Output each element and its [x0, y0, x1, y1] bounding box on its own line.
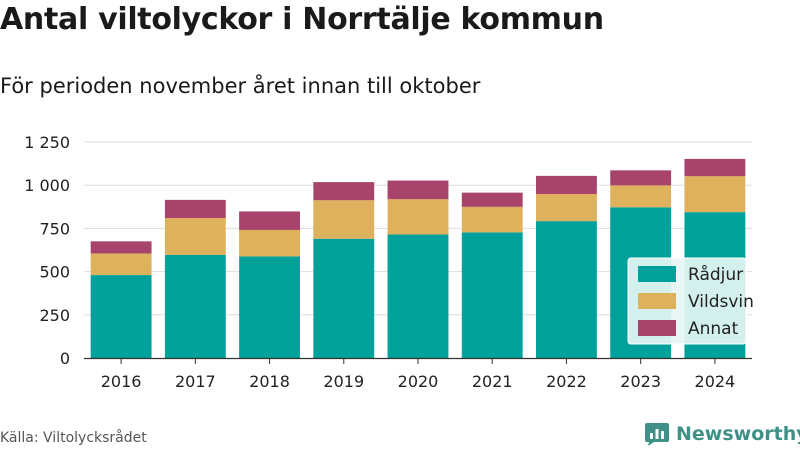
y-tick-label: 1 000 — [24, 176, 70, 195]
bar-annat-2023 — [610, 170, 672, 186]
x-tick-label: 2024 — [695, 372, 736, 391]
bar-rådjur-2020 — [387, 234, 449, 358]
bar-vildsvin-2018 — [239, 229, 300, 257]
x-axis: 2016 2017 2018 2019 2020 2021 2022 2023 2024 — [84, 357, 752, 391]
x-tick-label: 2016 — [101, 372, 142, 391]
bar-vildsvin-2019 — [313, 200, 375, 239]
bar-vildsvin-2020 — [387, 199, 449, 235]
bar-vildsvin-2023 — [610, 185, 672, 208]
x-tick-label: 2022 — [546, 372, 587, 391]
y-tick-label: 0 — [60, 349, 70, 368]
bar-annat-2019 — [313, 182, 375, 201]
newsworthy-logo-icon — [645, 423, 669, 446]
bar-rådjur-2019 — [313, 238, 375, 358]
bar-vildsvin-2024 — [684, 176, 746, 213]
source-note: Källa: Viltolycksrådet — [0, 430, 147, 446]
bar-rådjur-2016 — [90, 275, 152, 358]
bar-vildsvin-2021 — [461, 206, 523, 233]
brand-name: Newsworthy — [676, 423, 800, 445]
x-tick-label: 2019 — [323, 372, 364, 391]
bar-annat-2016 — [90, 241, 152, 254]
bar-annat-2018 — [239, 211, 300, 230]
y-tick-label: 750 — [39, 219, 70, 238]
legend-swatch-annat — [638, 320, 676, 336]
bar-vildsvin-2022 — [536, 194, 597, 222]
bar-vildsvin-2016 — [90, 253, 152, 276]
brand: Newsworthy — [644, 420, 800, 448]
legend-swatch-vildsvin — [638, 293, 676, 309]
x-tick-label: 2023 — [620, 372, 661, 391]
y-tick-label: 250 — [39, 306, 70, 325]
legend-label-rådjur: Rådjur — [688, 264, 743, 285]
x-tick-label: 2021 — [472, 372, 513, 391]
x-tick-label: 2017 — [175, 372, 216, 391]
y-tick-label: 1 250 — [24, 133, 70, 152]
x-tick-label: 2020 — [398, 372, 439, 391]
x-tick-label: 2018 — [249, 372, 290, 391]
legend: Rådjur Vildsvin Annat — [627, 257, 754, 345]
stacked-bar-chart: 0 250 500 750 1 000 1 250 2016 2017 2018 2019 202… — [24, 133, 754, 391]
chart-title: Antal viltolyckor i Norrtälje kommun — [0, 2, 604, 37]
bar-annat-2024 — [684, 158, 746, 177]
legend-label-annat: Annat — [688, 319, 739, 339]
y-tick-label: 500 — [39, 263, 70, 282]
bar-annat-2020 — [387, 180, 449, 200]
bar-annat-2021 — [461, 192, 523, 207]
bar-rådjur-2021 — [461, 232, 523, 358]
bar-rådjur-2018 — [239, 256, 300, 358]
legend-swatch-rådjur — [638, 266, 676, 282]
chart-subtitle: För perioden november året innan till ok… — [0, 74, 481, 98]
y-axis-ticks: 0 250 500 750 1 000 1 250 — [24, 133, 70, 368]
bar-rådjur-2017 — [164, 254, 226, 358]
legend-label-vildsvin: Vildsvin — [688, 292, 754, 312]
bar-annat-2022 — [536, 175, 597, 195]
bar-annat-2017 — [164, 199, 226, 219]
bar-rådjur-2022 — [536, 221, 597, 358]
bar-vildsvin-2017 — [164, 218, 226, 255]
